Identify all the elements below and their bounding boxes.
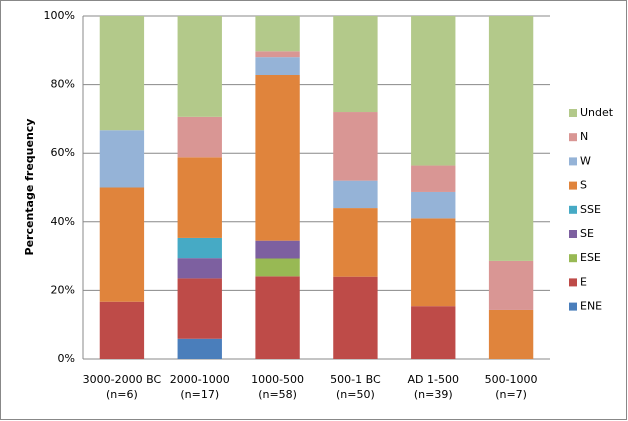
legend-label: N — [580, 130, 588, 143]
legend-swatch — [569, 230, 577, 238]
x-tick-note: (n=58) — [258, 388, 297, 401]
bar-segment — [99, 301, 145, 359]
y-axis-label: Percentage frequency — [23, 119, 36, 256]
x-tick-note: (n=17) — [180, 388, 219, 401]
bar-segment — [488, 260, 534, 310]
x-tick-label: 2000-1000 — [170, 373, 230, 386]
bar-segment — [411, 306, 456, 359]
y-tick-label: 60% — [51, 146, 75, 159]
bar-segment — [333, 112, 378, 181]
bar-segment — [255, 276, 300, 359]
bar-segment — [488, 16, 534, 261]
legend-label: S — [580, 179, 587, 192]
x-tick-label: AD 1-500 — [408, 373, 459, 386]
legend-label: E — [580, 275, 587, 288]
bar-segment — [255, 51, 300, 58]
bar-segment — [255, 258, 300, 277]
bar-segment — [177, 338, 222, 359]
x-tick-label: 1000-500 — [251, 373, 304, 386]
legend-label: ENE — [580, 300, 602, 313]
bar-segment — [177, 258, 222, 279]
bar-segment — [488, 309, 534, 359]
bar-segment — [177, 278, 222, 339]
bar-segment — [99, 187, 145, 302]
x-tick-label: 500-1000 — [485, 373, 538, 386]
bar-segment — [411, 16, 456, 166]
legend-label: Undet — [580, 106, 614, 119]
legend-swatch — [569, 133, 577, 142]
bar-segment — [411, 191, 456, 219]
bar-segment — [411, 218, 456, 307]
x-tick-note: (n=50) — [336, 388, 375, 401]
bar-segment — [177, 116, 222, 158]
x-tick-label: 3000-2000 BC — [83, 373, 162, 386]
legend-swatch — [569, 109, 577, 117]
bar-segment — [255, 57, 300, 75]
legend-swatch — [569, 302, 577, 311]
legend-swatch — [569, 157, 577, 166]
y-tick-label: 40% — [51, 215, 75, 228]
y-tick-label: 20% — [51, 283, 75, 296]
x-tick-note: (n=7) — [495, 388, 527, 401]
bar-segment — [255, 74, 300, 241]
legend-label: ESE — [580, 251, 601, 264]
bar-segment — [333, 16, 378, 113]
x-tick-note: (n=6) — [106, 388, 138, 401]
bar-segment — [333, 276, 378, 359]
bar-segment — [99, 16, 145, 131]
legend-label: SSE — [580, 203, 601, 216]
legend-swatch — [569, 254, 577, 263]
y-tick-label: 0% — [58, 352, 75, 365]
x-tick-note: (n=39) — [414, 388, 453, 401]
bar-segment — [333, 208, 378, 277]
bar-segment — [255, 16, 300, 52]
legend-label: W — [580, 154, 591, 167]
bar-segment — [411, 165, 456, 192]
legend-swatch — [569, 205, 577, 214]
bar-segment — [177, 16, 222, 117]
y-tick-label: 80% — [51, 78, 75, 91]
bar-segment — [177, 237, 222, 259]
bar-segment — [99, 130, 145, 188]
y-tick-label: 100% — [44, 9, 75, 22]
legend-swatch — [569, 278, 577, 287]
x-tick-label: 500-1 BC — [330, 373, 381, 386]
bar-segment — [255, 240, 300, 259]
legend-swatch — [569, 181, 577, 190]
bar-segment — [333, 180, 378, 209]
legend-label: SE — [580, 227, 594, 240]
bar-segment — [177, 157, 222, 238]
